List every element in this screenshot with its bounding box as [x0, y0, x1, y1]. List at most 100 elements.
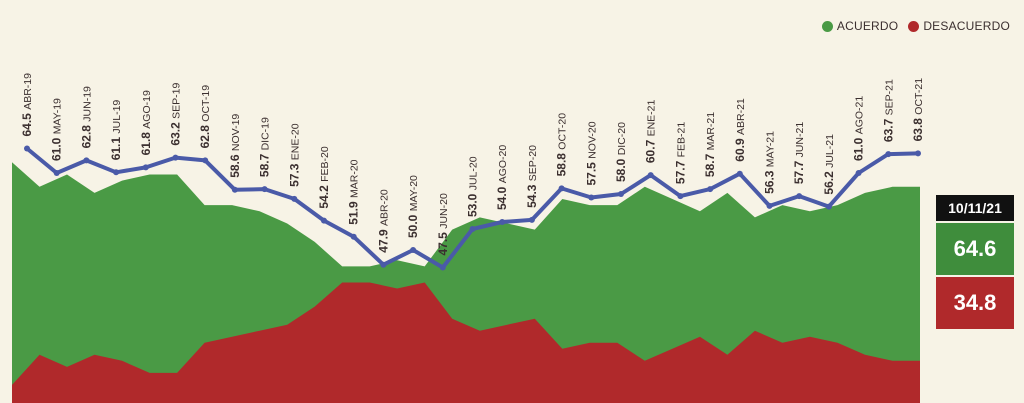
- point-value-label: 60.7: [644, 136, 658, 163]
- point-label: 61.0 AGO-21: [852, 96, 866, 161]
- point-value-label: 62.8: [198, 122, 212, 149]
- point-value-label: 62.8: [79, 122, 93, 149]
- point-month-label: ENE-20: [289, 123, 301, 160]
- point-label: 62.8 JUN-19: [79, 86, 93, 148]
- point-value-label: 58.7: [703, 150, 717, 177]
- legend-item-disagree: DESACUERDO: [908, 19, 1010, 33]
- point-month-label: FEB-21: [675, 122, 687, 158]
- approval-point: [736, 170, 743, 177]
- approval-point: [766, 202, 773, 209]
- approval-point: [588, 194, 595, 201]
- point-month-label: ABR-19: [22, 73, 34, 110]
- point-month-label: AGO-19: [141, 90, 153, 129]
- point-month-label: JUL-20: [468, 156, 480, 190]
- approval-point: [885, 151, 892, 158]
- point-value-label: 47.5: [436, 229, 450, 256]
- approval-point: [647, 172, 654, 179]
- point-label: 58.7 MAR-21: [703, 112, 717, 177]
- point-month-label: DIC-20: [616, 122, 628, 155]
- approval-point: [231, 186, 238, 193]
- point-label: 50.0 MAY-20: [406, 175, 420, 238]
- area-layer: [12, 162, 920, 403]
- point-label: 63.8 OCT-21: [911, 78, 925, 142]
- approval-point: [855, 170, 862, 176]
- point-month-label: FEB-20: [319, 146, 331, 182]
- point-label: 54.3 SEP-20: [525, 145, 539, 208]
- point-label: 60.9 ABR-21: [733, 98, 747, 162]
- point-month-label: AGO-20: [497, 145, 509, 184]
- point-month-label: OCT-21: [913, 78, 925, 115]
- point-value-label: 53.0: [466, 190, 480, 217]
- line-layer: [24, 145, 921, 271]
- approval-point: [707, 186, 714, 193]
- point-month-label: NOV-20: [586, 121, 598, 159]
- point-label: 58.8 OCT-20: [555, 113, 569, 177]
- point-month-label: ABR-21: [735, 98, 747, 135]
- point-month-label: JUN-19: [81, 86, 93, 122]
- point-month-label: JUN-21: [794, 122, 806, 158]
- point-label: 57.7 FEB-21: [673, 122, 687, 184]
- point-month-label: MAY-20: [408, 175, 420, 211]
- point-month-label: JUN-20: [438, 193, 450, 229]
- approval-point: [558, 185, 565, 192]
- point-label: 57.5 NOV-20: [584, 121, 598, 185]
- approval-point: [350, 233, 357, 240]
- approval-point: [528, 216, 535, 223]
- latest-date: 10/11/21: [936, 195, 1014, 221]
- point-value-label: 57.3: [287, 160, 301, 187]
- approval-point: [915, 150, 921, 157]
- point-value-label: 57.5: [584, 159, 598, 186]
- point-label: 61.0 MAY-19: [50, 98, 64, 161]
- point-label: 64.5 ABR-19: [20, 73, 34, 137]
- point-value-label: 47.9: [376, 226, 390, 253]
- approval-point: [321, 217, 327, 224]
- approval-point: [439, 264, 446, 271]
- point-month-label: DIC-19: [260, 117, 272, 150]
- point-month-label: JUL-21: [824, 134, 836, 168]
- point-month-label: SEP-20: [527, 145, 539, 181]
- point-label: 58.7 DIC-19: [258, 117, 272, 177]
- point-month-label: NOV-19: [230, 114, 242, 152]
- point-label: 58.6 NOV-19: [228, 114, 242, 178]
- point-value-label: 60.9: [733, 135, 747, 162]
- point-value-label: 58.7: [258, 150, 272, 177]
- point-label: 63.2 SEP-19: [169, 83, 183, 146]
- point-month-label: ABR-20: [378, 189, 390, 226]
- point-month-label: ENE-21: [646, 99, 658, 136]
- point-label: 61.1 JUL-19: [109, 100, 123, 161]
- point-label: 47.9 ABR-20: [376, 189, 390, 253]
- point-value-label: 63.8: [911, 115, 925, 142]
- point-label: 54.0 AGO-20: [495, 145, 509, 210]
- point-value-label: 58.0: [614, 155, 628, 182]
- approval-point: [83, 157, 90, 164]
- point-value-label: 50.0: [406, 211, 420, 238]
- point-value-label: 51.9: [347, 198, 361, 225]
- approval-point: [24, 145, 30, 152]
- point-label: 56.2 JUL-21: [822, 134, 836, 195]
- approval-point: [825, 203, 832, 210]
- point-value-label: 64.5: [20, 110, 34, 137]
- approval-point: [202, 157, 209, 164]
- point-label: 63.7 SEP-21: [881, 79, 895, 142]
- point-value-label: 61.1: [109, 134, 123, 161]
- point-value-label: 54.0: [495, 183, 509, 210]
- point-label: 54.2 FEB-20: [317, 146, 331, 208]
- point-value-label: 54.2: [317, 182, 331, 209]
- point-label: 51.9 MAR-20: [347, 159, 361, 224]
- point-label: 61.8 AGO-19: [139, 90, 153, 155]
- legend: ACUERDO DESACUERDO: [821, 19, 1010, 33]
- approval-point: [796, 193, 803, 200]
- point-value-label: 61.8: [139, 129, 153, 156]
- approval-point: [618, 191, 624, 197]
- point-value-label: 61.0: [852, 134, 866, 161]
- approval-point: [113, 169, 120, 176]
- point-month-label: JUL-19: [111, 100, 123, 134]
- point-value-label: 58.6: [228, 151, 242, 178]
- point-value-label: 61.0: [50, 134, 64, 161]
- point-value-label: 57.7: [792, 157, 806, 184]
- point-label: 58.0 DIC-20: [614, 122, 628, 182]
- legend-item-agree: ACUERDO: [821, 19, 898, 33]
- point-month-label: SEP-19: [171, 83, 183, 119]
- point-value-label: 57.7: [673, 157, 687, 184]
